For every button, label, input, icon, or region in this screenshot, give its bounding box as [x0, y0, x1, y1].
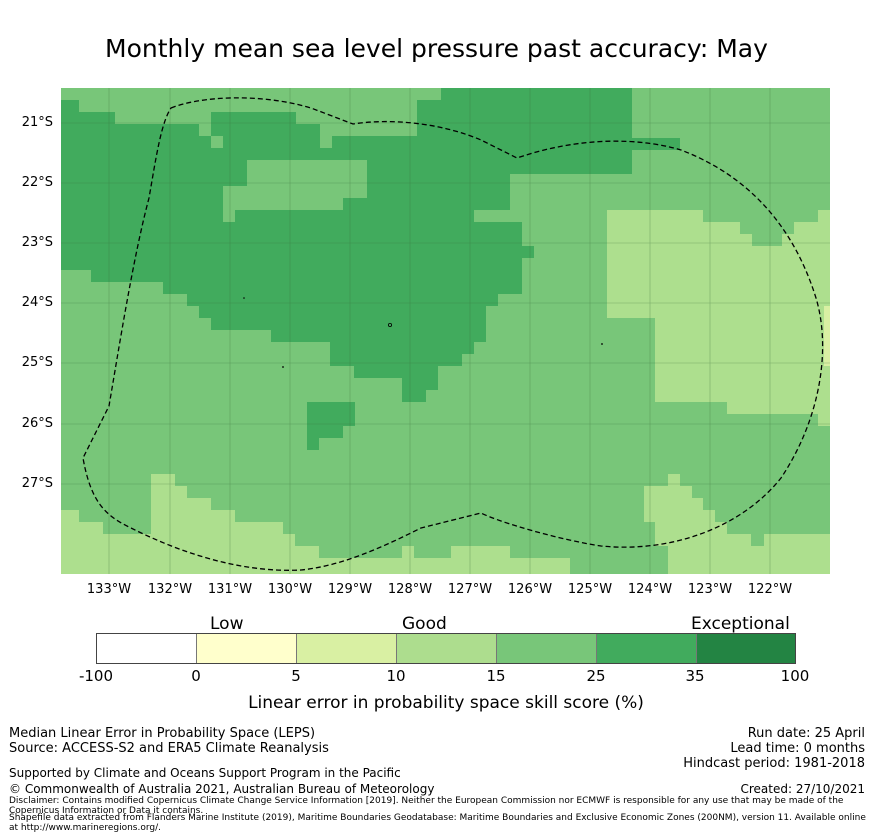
- colorbar-segment: [397, 634, 497, 663]
- region-light-east: [607, 210, 830, 426]
- lat-label: 22°S: [21, 175, 53, 190]
- colorbar-segment: [697, 634, 795, 663]
- region-medium-east-top: [594, 88, 830, 246]
- category-good: Good: [402, 614, 447, 634]
- colorbar-tick: 35: [685, 667, 705, 685]
- region-medium-square: [211, 136, 223, 148]
- lon-label: 133°W: [86, 582, 132, 597]
- colorbar: [96, 633, 796, 664]
- colorbar-segment: [297, 634, 397, 663]
- region-dark-green: [61, 88, 680, 402]
- lon-label: 128°W: [387, 582, 433, 597]
- region-medium-center: [223, 160, 367, 222]
- graticule: [61, 88, 830, 574]
- support-credit: Supported by Climate and Oceans Support …: [9, 766, 401, 780]
- region-dark-north-block: [223, 124, 308, 186]
- colorbar-segment: [597, 634, 697, 663]
- lat-label: 24°S: [21, 295, 53, 310]
- region-light-southeast: [644, 474, 830, 574]
- copyright: © Commonwealth of Australia 2021, Austra…: [9, 782, 435, 796]
- colorbar-tick: 15: [486, 667, 506, 685]
- lead-time: Lead time: 0 months: [730, 741, 865, 756]
- category-low: Low: [210, 614, 244, 634]
- lon-label: 129°W: [327, 582, 373, 597]
- created-date: Created: 27/10/2021: [740, 782, 865, 796]
- lon-label: 127°W: [447, 582, 493, 597]
- data-source: Source: ACCESS-S2 and ERA5 Climate Reana…: [9, 741, 329, 756]
- lon-label: 123°W: [687, 582, 733, 597]
- lon-label: 125°W: [567, 582, 613, 597]
- colorbar-tick: 0: [191, 667, 201, 685]
- hindcast-period: Hindcast period: 1981-2018: [683, 756, 865, 771]
- colorbar-tick: 100: [780, 667, 810, 685]
- lon-label: 131°W: [207, 582, 253, 597]
- leps-description: Median Linear Error in Probability Space…: [9, 726, 316, 741]
- skill-map: [61, 88, 830, 574]
- colorbar-segment: [197, 634, 297, 663]
- lat-label: 23°S: [21, 235, 53, 250]
- lon-label: 130°W: [267, 582, 313, 597]
- colorbar-tick: 10: [386, 667, 406, 685]
- colorbar-tick: -100: [78, 667, 114, 685]
- colorbar-segment: [97, 634, 197, 663]
- region-light-southwest: [61, 474, 570, 574]
- lat-label: 25°S: [21, 355, 53, 370]
- colorbar-tick: 5: [291, 667, 301, 685]
- region-dark-patch: [307, 402, 355, 450]
- lon-label: 132°W: [147, 582, 193, 597]
- island-marker: [387, 322, 392, 327]
- shapefile-credit: Shapefile data extracted from Flanders M…: [9, 813, 866, 833]
- island-marker: [243, 297, 245, 299]
- region-medium-south-patch: [103, 522, 151, 534]
- colorbar-label: Linear error in probability space skill …: [248, 693, 644, 713]
- colorbar-segment: [497, 634, 597, 663]
- colorbar-tick: 25: [586, 667, 606, 685]
- region-lightest-east: [824, 306, 830, 366]
- category-exceptional: Exceptional: [691, 614, 790, 634]
- lon-label: 122°W: [747, 582, 793, 597]
- lat-label: 21°S: [21, 115, 53, 130]
- lon-label: 126°W: [507, 582, 553, 597]
- island-marker: [601, 343, 603, 345]
- region-light-south-mid: [474, 546, 510, 558]
- island-marker: [282, 366, 284, 368]
- chart-title: Monthly mean sea level pressure past acc…: [105, 34, 768, 63]
- region-dark-north-strip: [211, 112, 271, 124]
- run-date: Run date: 25 April: [747, 726, 865, 741]
- lon-label: 124°W: [627, 582, 673, 597]
- disclaimer-text: Disclaimer: Contains modified Copernicus…: [9, 796, 844, 816]
- lat-label: 26°S: [21, 416, 53, 431]
- eez-boundary-line: [82, 97, 824, 571]
- lat-label: 27°S: [21, 476, 53, 491]
